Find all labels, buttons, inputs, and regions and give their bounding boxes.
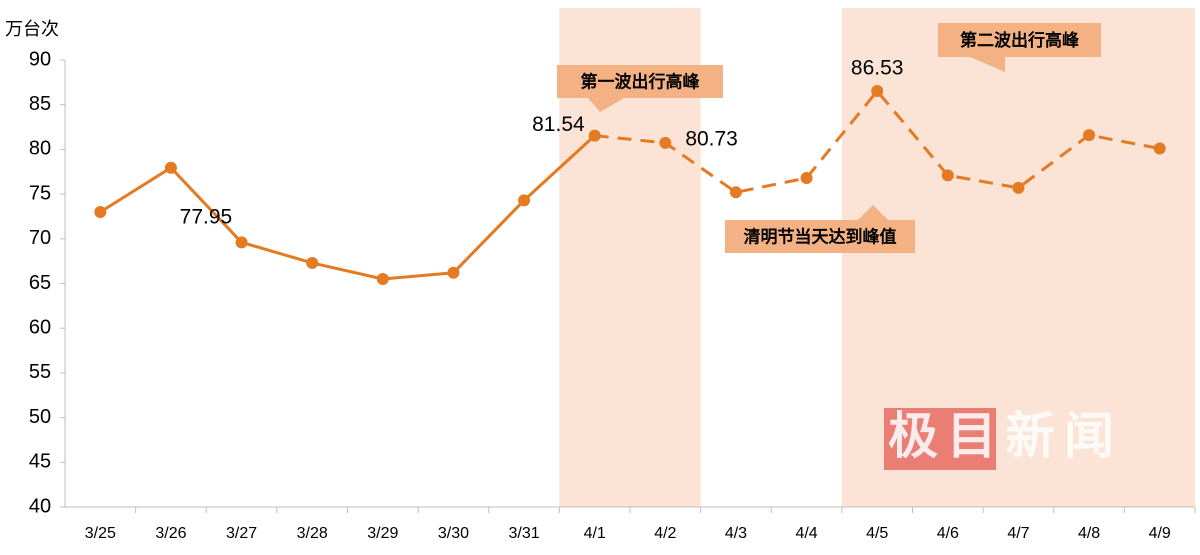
x-tick-label: 4/9 <box>1149 525 1171 542</box>
x-tick-label: 3/31 <box>508 525 539 542</box>
data-point <box>447 266 460 279</box>
data-point <box>1012 181 1025 194</box>
y-tick-label: 80 <box>29 138 51 160</box>
x-tick-label: 4/7 <box>1007 525 1029 542</box>
x-tick-label: 3/28 <box>297 525 328 542</box>
data-label: 80.73 <box>685 127 738 150</box>
data-point <box>164 161 177 174</box>
annotation-box <box>725 220 915 253</box>
y-tick-label: 55 <box>29 361 51 383</box>
data-point <box>306 256 319 269</box>
watermark-box <box>884 408 996 470</box>
x-tick-label: 3/29 <box>367 525 398 542</box>
annotation-pointer <box>970 57 1005 72</box>
x-tick-label: 4/6 <box>937 525 959 542</box>
data-point <box>659 136 672 149</box>
data-point <box>941 169 954 182</box>
data-point <box>1083 129 1096 142</box>
x-tick-label: 3/26 <box>155 525 186 542</box>
annotation-box <box>938 23 1101 57</box>
annotation: 清明节当天达到峰值 <box>744 227 897 248</box>
data-point <box>871 85 884 98</box>
data-point <box>518 194 531 207</box>
annotation: 第二波出行高峰 <box>960 30 1080 51</box>
data-point <box>94 205 107 218</box>
y-tick-label: 45 <box>29 451 51 473</box>
line-series <box>99 134 596 281</box>
x-tick-label: 3/27 <box>226 525 257 542</box>
annotation-pointer <box>858 205 888 220</box>
x-tick-label: 3/25 <box>85 525 116 542</box>
x-tick-label: 4/3 <box>725 525 747 542</box>
y-tick-label: 75 <box>29 182 51 204</box>
y-tick-label: 65 <box>29 272 51 294</box>
y-axis-label: 万台次 <box>5 19 59 40</box>
data-label: 77.95 <box>180 205 233 228</box>
data-point <box>235 236 248 249</box>
data-label: 81.54 <box>532 113 585 136</box>
x-tick-label: 3/30 <box>438 525 469 542</box>
data-point <box>800 172 813 185</box>
data-point <box>376 273 389 286</box>
data-label: 86.53 <box>851 57 904 80</box>
y-tick-label: 90 <box>29 48 51 70</box>
x-tick-label: 4/8 <box>1078 525 1100 542</box>
line-series <box>594 88 1160 194</box>
x-tick-label: 4/1 <box>584 525 606 542</box>
x-tick-label: 4/4 <box>795 525 817 542</box>
data-point <box>729 186 742 199</box>
y-tick-label: 50 <box>29 406 51 428</box>
y-tick-label: 60 <box>29 316 51 338</box>
x-tick-label: 4/5 <box>866 525 888 542</box>
y-tick-label: 40 <box>29 495 51 517</box>
annotation-box <box>557 65 723 98</box>
annotation: 第一波出行高峰 <box>581 72 701 93</box>
data-point <box>588 129 601 142</box>
data-point <box>1153 142 1166 155</box>
y-tick-label: 85 <box>29 93 51 115</box>
annotation-pointer <box>588 98 624 112</box>
x-tick-label: 4/2 <box>654 525 676 542</box>
y-tick-label: 70 <box>29 227 51 249</box>
